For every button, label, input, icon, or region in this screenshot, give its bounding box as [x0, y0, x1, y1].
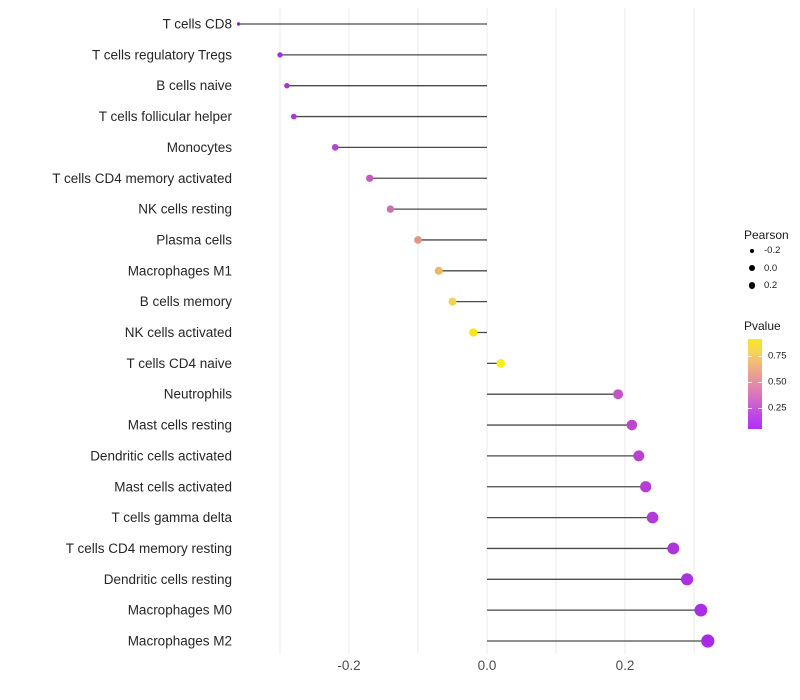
colorbar-tick — [758, 355, 762, 357]
category-label: Plasma cells — [156, 232, 232, 247]
x-axis-tick-label: 0.0 — [478, 658, 497, 673]
legend-pvalue-title: Pvalue — [744, 318, 781, 333]
lollipop-dot — [694, 603, 708, 617]
colorbar-tick — [758, 407, 762, 409]
legend-pearson-title: Pearson — [744, 228, 789, 242]
lollipop-dot — [434, 266, 443, 275]
lollipop-dot — [626, 419, 638, 431]
category-label: T cells follicular helper — [99, 109, 233, 124]
category-label: T cells regulatory Tregs — [92, 47, 232, 62]
category-label: Macrophages M0 — [128, 603, 232, 618]
legend-size-label: -0.2 — [764, 245, 781, 257]
size-dot-icon — [749, 248, 755, 253]
x-axis-tick-label: -0.2 — [337, 658, 360, 673]
category-label: Mast cells activated — [114, 479, 232, 494]
lollipop-dot — [277, 52, 283, 58]
category-label: Dendritic cells activated — [90, 448, 232, 463]
lollipop-dot — [469, 328, 478, 337]
legend-size-entry: 0.0 — [744, 260, 800, 278]
legend-pearson-size: Pearson -0.2 0.0 0.2 — [744, 228, 800, 295]
category-label: NK cells activated — [125, 325, 232, 340]
legend-size-label: 0.2 — [764, 280, 778, 292]
category-label: NK cells resting — [138, 202, 232, 217]
colorbar-tick-label: 0.50 — [768, 376, 787, 388]
category-label: Monocytes — [167, 140, 233, 155]
category-label: Mast cells resting — [128, 418, 232, 433]
legend-size-entry: 0.2 — [744, 277, 800, 295]
category-label: T cells CD4 memory resting — [66, 541, 232, 556]
category-label: T cells gamma delta — [111, 510, 232, 525]
lollipop-dot — [386, 205, 395, 213]
lollipop-dot — [633, 450, 645, 462]
chart-legend: Pearson -0.2 0.0 0.2 Pvalue 0.75 0.50 0.25 — [744, 228, 800, 429]
colorbar-tick — [748, 381, 752, 383]
legend-size-entry: -0.2 — [744, 242, 800, 260]
colorbar-tick-label: 0.75 — [768, 350, 787, 362]
lollipop-dot — [667, 542, 680, 555]
category-label: B cells memory — [140, 294, 233, 309]
lollipop-dot — [613, 389, 624, 400]
colorbar-tick — [748, 407, 752, 409]
category-label: B cells naive — [156, 78, 232, 93]
category-label: Macrophages M1 — [128, 263, 232, 278]
lollipop-dot — [701, 634, 715, 648]
category-label: Dendritic cells resting — [104, 572, 232, 587]
colorbar-tick-label: 0.25 — [768, 402, 787, 414]
category-label: T cells CD8 — [162, 17, 232, 32]
lollipop-dot — [284, 83, 290, 89]
lollipop-dot — [646, 511, 659, 524]
legend-size-label: 0.0 — [764, 262, 778, 274]
lollipop-dot — [681, 573, 694, 586]
lollipop-dot — [414, 236, 422, 244]
colorbar-wrap: 0.75 0.50 0.25 — [744, 338, 800, 429]
lollipop-dot — [448, 297, 457, 306]
category-label: T cells CD4 memory activated — [52, 171, 232, 186]
lollipop-dot — [331, 144, 339, 151]
category-label: T cells CD4 naive — [126, 356, 232, 371]
lollipop-dot — [366, 174, 374, 182]
lollipop-dot — [640, 481, 652, 493]
lollipop-dot — [496, 359, 506, 368]
lollipop-dot — [236, 22, 241, 26]
colorbar-tick — [748, 355, 752, 357]
colorbar-tick — [758, 381, 762, 383]
category-label: Neutrophils — [164, 387, 233, 402]
legend-size-key-dot — [744, 248, 760, 253]
legend-pvalue-color: Pvalue 0.75 0.50 0.25 — [744, 319, 800, 429]
x-axis-tick-label: 0.2 — [616, 658, 635, 673]
size-dot-icon — [749, 265, 755, 272]
legend-size-key-dot — [744, 282, 760, 290]
category-label: Macrophages M2 — [128, 634, 232, 649]
pvalue-colorbar — [748, 338, 762, 429]
size-dot-icon — [748, 282, 756, 290]
lollipop-dot — [290, 113, 297, 120]
legend-size-key-dot — [744, 265, 760, 272]
